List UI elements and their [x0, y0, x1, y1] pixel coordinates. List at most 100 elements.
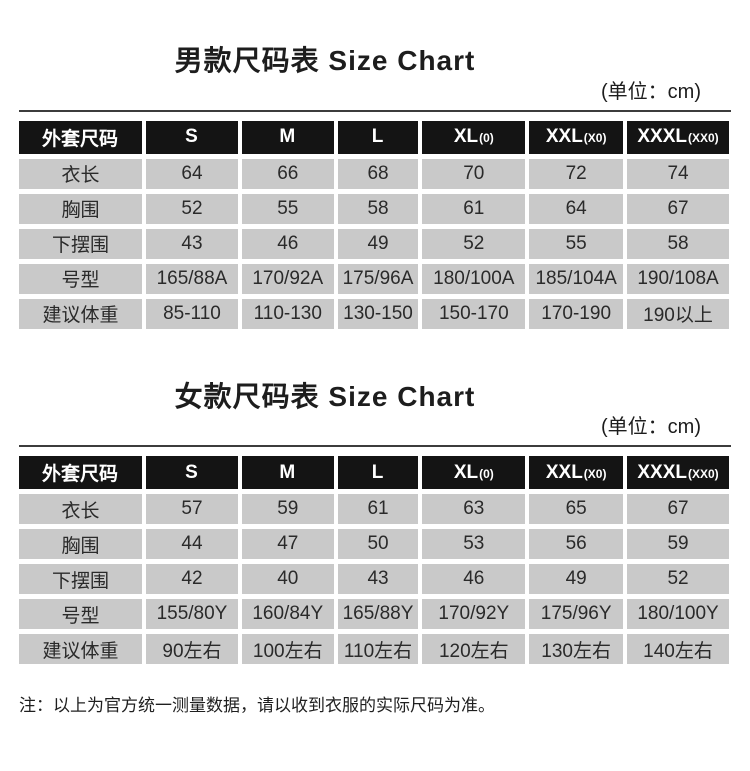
cell: 53 [422, 529, 526, 560]
row-label: 建议体重 [19, 298, 143, 329]
cell: 50 [337, 529, 419, 560]
cell: 120左右 [422, 634, 526, 665]
cell: 190/108A [627, 263, 729, 294]
header-subtext: (X0) [583, 466, 607, 481]
cell: 64 [529, 193, 624, 224]
mens-size-section: 男款尺码表 Size Chart (单位：cm) 外套尺码 S M L XL(0… [19, 44, 731, 334]
header-text: M [279, 461, 296, 483]
cell: 42 [146, 564, 238, 595]
table-row-suggested-weight: 建议体重 85-110 110-130 130-150 150-170 170-… [19, 298, 729, 329]
header-subtext: (XX0) [688, 466, 719, 481]
size-chart-page: 男款尺码表 Size Chart (单位：cm) 外套尺码 S M L XL(0… [19, 0, 731, 717]
column-header-m: M [241, 456, 334, 490]
column-header-xl: XL(0) [422, 120, 526, 154]
cell: 130左右 [529, 634, 624, 665]
mens-divider [19, 109, 731, 112]
cell: 150-170 [422, 298, 526, 329]
cell: 55 [241, 193, 334, 224]
header-text: L [371, 126, 384, 148]
cell: 46 [422, 564, 526, 595]
cell: 44 [146, 529, 238, 560]
cell: 59 [627, 529, 729, 560]
cell: 165/88A [146, 263, 238, 294]
cell: 130-150 [337, 298, 419, 329]
header-subtext: (0) [479, 131, 494, 146]
cell: 170/92A [241, 263, 334, 294]
table-row-suggested-weight: 建议体重 90左右 100左右 110左右 120左右 130左右 140左右 [19, 634, 729, 665]
header-subtext: (X0) [583, 131, 607, 146]
cell: 59 [241, 494, 334, 525]
header-text: XXL [545, 461, 583, 483]
cell: 61 [422, 193, 526, 224]
column-header-xxl: XXL(X0) [529, 120, 624, 154]
row-label: 下摆围 [19, 564, 143, 595]
cell: 58 [627, 228, 729, 259]
cell: 74 [627, 158, 729, 189]
cell: 43 [337, 564, 419, 595]
cell: 110左右 [337, 634, 419, 665]
header-text: 外套尺码 [42, 128, 119, 150]
column-header-m: M [241, 120, 334, 154]
mens-unit-label: (单位：cm) [601, 80, 701, 103]
header-text: 外套尺码 [42, 464, 119, 486]
cell: 155/80Y [146, 599, 238, 630]
cell: 61 [337, 494, 419, 525]
womens-section-title: 女款尺码表 Size Chart [174, 380, 476, 412]
row-label: 衣长 [19, 494, 143, 525]
cell: 72 [529, 158, 624, 189]
table-row-size-type: 号型 155/80Y 160/84Y 165/88Y 170/92Y 175/9… [19, 599, 729, 630]
table-row-hem: 下摆围 43 46 49 52 55 58 [19, 228, 729, 259]
header-text: XXXL [637, 126, 687, 148]
cell: 57 [146, 494, 238, 525]
mens-section-title: 男款尺码表 Size Chart [174, 45, 476, 76]
table-row-size-type: 号型 165/88A 170/92A 175/96A 180/100A 185/… [19, 263, 729, 294]
cell: 175/96Y [529, 599, 624, 630]
header-text: XL [453, 461, 479, 483]
header-text: S [185, 461, 198, 483]
cell: 49 [337, 228, 419, 259]
womens-header-row: 外套尺码 S M L XL(0) XXL(X0) XXXL(XX0) [19, 456, 729, 490]
header-subtext: (XX0) [688, 131, 719, 146]
header-text: XXL [545, 126, 583, 148]
table-row-garment-length: 衣长 57 59 61 63 65 67 [19, 494, 729, 525]
cell: 160/84Y [241, 599, 334, 630]
column-header-size-label: 外套尺码 [19, 456, 143, 490]
cell: 63 [422, 494, 526, 525]
mens-size-table: 外套尺码 S M L XL(0) XXL(X0) XXXL(XX0) 衣长 64… [15, 116, 733, 334]
table-row-garment-length: 衣长 64 66 68 70 72 74 [19, 158, 729, 189]
cell: 110-130 [241, 298, 334, 329]
row-label: 号型 [19, 599, 143, 630]
cell: 85-110 [146, 298, 238, 329]
table-row-hem: 下摆围 42 40 43 46 49 52 [19, 564, 729, 595]
column-header-size-label: 外套尺码 [19, 120, 143, 154]
row-label: 胸围 [19, 193, 143, 224]
header-text: XXXL [637, 461, 687, 483]
table-row-chest: 胸围 44 47 50 53 56 59 [19, 529, 729, 560]
cell: 70 [422, 158, 526, 189]
column-header-l: L [337, 120, 419, 154]
womens-size-table: 外套尺码 S M L XL(0) XXL(X0) XXXL(XX0) 衣长 57… [15, 451, 733, 669]
row-label: 下摆围 [19, 228, 143, 259]
cell: 40 [241, 564, 334, 595]
cell: 180/100Y [627, 599, 729, 630]
row-label: 胸围 [19, 529, 143, 560]
row-label: 衣长 [19, 158, 143, 189]
cell: 67 [627, 193, 729, 224]
header-text: L [371, 461, 384, 483]
cell: 90左右 [146, 634, 238, 665]
cell: 175/96A [337, 263, 419, 294]
cell: 140左右 [627, 634, 729, 665]
cell: 56 [529, 529, 624, 560]
cell: 100左右 [241, 634, 334, 665]
cell: 58 [337, 193, 419, 224]
header-text: S [185, 126, 198, 148]
cell: 49 [529, 564, 624, 595]
column-header-l: L [337, 456, 419, 490]
cell: 65 [529, 494, 624, 525]
cell: 66 [241, 158, 334, 189]
cell: 190以上 [627, 298, 729, 329]
cell: 52 [422, 228, 526, 259]
column-header-xxxl: XXXL(XX0) [627, 120, 729, 154]
column-header-xxl: XXL(X0) [529, 456, 624, 490]
cell: 67 [627, 494, 729, 525]
